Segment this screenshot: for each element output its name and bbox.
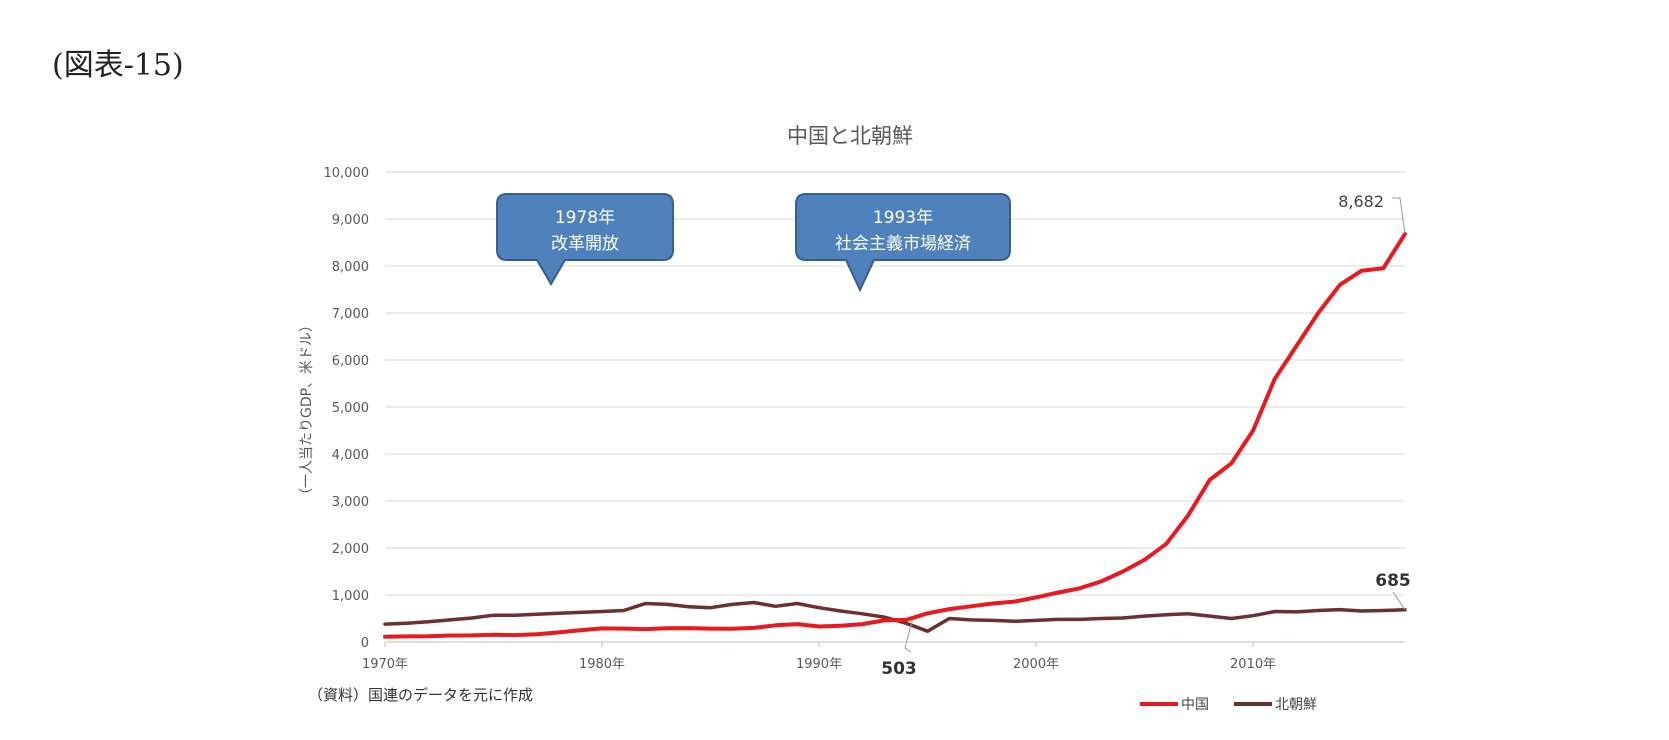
source-note: （資料）国連のデータを元に作成 <box>308 686 533 704</box>
x-tick-label: 1980年 <box>579 657 625 672</box>
crossover-leader-line <box>904 619 913 653</box>
x-tick-label: 2010年 <box>1230 657 1276 672</box>
callout-1993-box <box>795 193 1011 293</box>
y-tick-label: 3,000 <box>332 495 369 510</box>
y-tick-label: 9,000 <box>332 213 369 228</box>
y-tick-label: 2,000 <box>332 542 369 557</box>
y-tick-label: 10,000 <box>324 166 370 181</box>
legend: 中国 北朝鮮 <box>1140 697 1317 713</box>
y-axis-label: （一人当たりGDP、米ドル） <box>299 318 315 502</box>
figure-label: (図表-15) <box>52 48 184 83</box>
callout-1993-year: 1993年 <box>873 208 933 228</box>
callout-1978: 1978年 改革開放 <box>496 193 674 286</box>
y-tick-label: 1,000 <box>332 589 369 604</box>
callout-1978-year: 1978年 <box>555 208 615 228</box>
callout-1993-label: 社会主義市場経済 <box>835 234 971 254</box>
callout-1978-label: 改革開放 <box>551 234 619 254</box>
x-axis-ticks: 1970年 1980年 1990年 2000年 2010年 <box>362 642 1276 672</box>
crossover-value: 503 <box>881 659 917 679</box>
nk-leader-line <box>1392 591 1406 611</box>
china-leader-line <box>1392 197 1406 235</box>
annotations: 8,682 685 503 <box>881 192 1411 679</box>
china-end-value: 8,682 <box>1338 192 1384 211</box>
chart-title: 中国と北朝鮮 <box>787 124 913 148</box>
y-axis-ticks: 0 1,000 2,000 3,000 4,000 5,000 6,000 7,000 8,00… <box>324 166 370 651</box>
series <box>383 231 1407 639</box>
nk-end-value: 685 <box>1375 571 1411 591</box>
series-china-line <box>383 231 1407 639</box>
callout-1993: 1993年 社会主義市場経済 <box>795 193 1011 293</box>
y-tick-label: 6,000 <box>332 354 369 369</box>
legend-nk-label: 北朝鮮 <box>1275 697 1317 713</box>
x-tick-label: 1990年 <box>796 657 842 672</box>
x-tick-label: 2000年 <box>1013 657 1059 672</box>
y-tick-label: 4,000 <box>332 448 369 463</box>
y-tick-label: 5,000 <box>332 401 369 416</box>
y-tick-label: 0 <box>361 636 369 651</box>
series-nk-line <box>383 600 1407 633</box>
x-tick-label: 1970年 <box>362 657 408 672</box>
callout-1978-box <box>496 193 674 286</box>
legend-china-label: 中国 <box>1181 697 1209 713</box>
y-tick-label: 8,000 <box>332 260 369 275</box>
y-tick-label: 7,000 <box>332 307 369 322</box>
